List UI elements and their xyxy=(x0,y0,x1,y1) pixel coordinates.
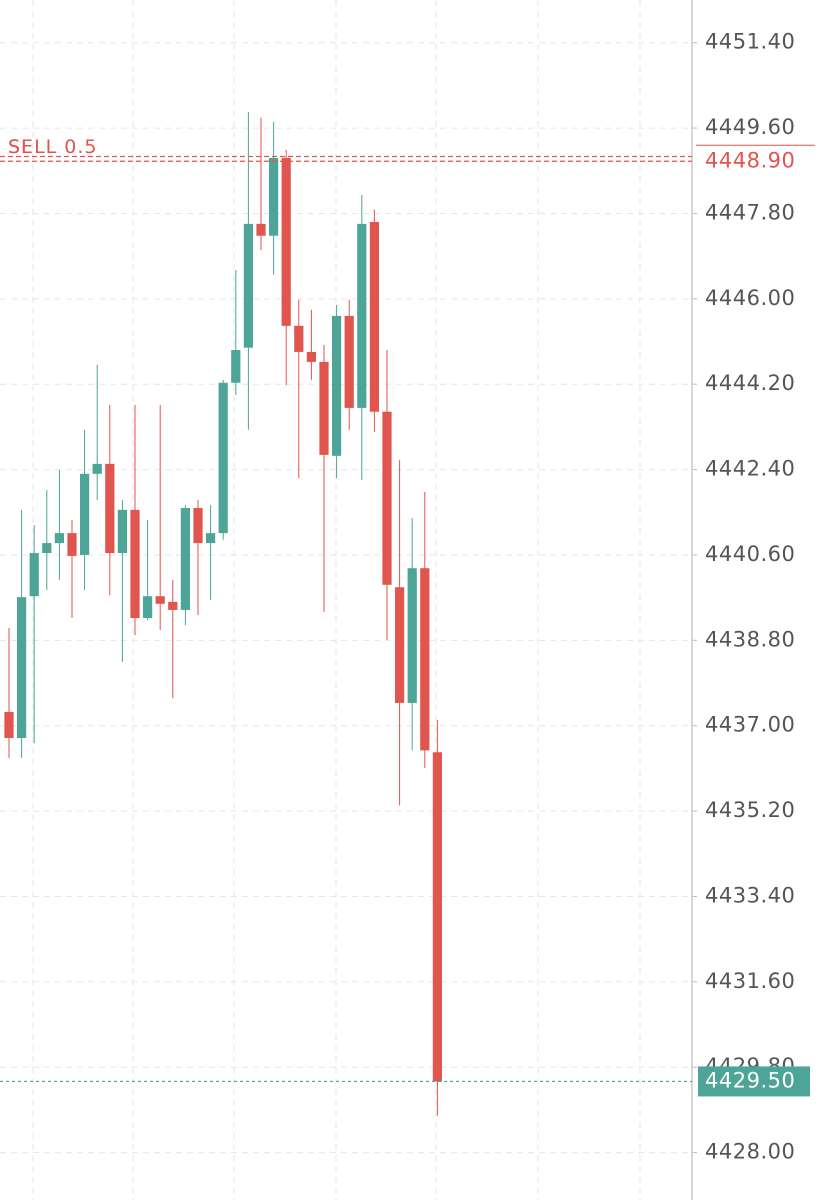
candle-body xyxy=(67,533,77,556)
candle-body xyxy=(218,382,228,534)
candle-body xyxy=(206,533,216,544)
y-tick-label: 4438.80 xyxy=(705,627,795,651)
candle-body xyxy=(407,568,417,703)
candle-body xyxy=(281,157,291,326)
candle-body xyxy=(269,157,279,236)
candle-body xyxy=(231,350,241,383)
candle-body xyxy=(395,587,405,703)
candle-body xyxy=(432,752,442,1082)
candle-body xyxy=(155,596,165,604)
order-price-label: 4448.90 xyxy=(705,148,795,172)
candle-body xyxy=(180,507,190,610)
order-label: SL xyxy=(8,136,33,158)
y-tick-label: 4440.60 xyxy=(705,542,795,566)
candle-body xyxy=(382,411,392,585)
y-tick-label: 4433.40 xyxy=(705,883,795,907)
candle-body xyxy=(29,553,39,597)
current-price-label: 4429.50 xyxy=(705,1068,795,1092)
candle-body xyxy=(319,361,329,455)
y-tick-label: 4431.60 xyxy=(705,969,795,993)
candle-body xyxy=(117,509,127,554)
y-tick-label: 4446.00 xyxy=(705,286,795,310)
candle-body xyxy=(243,223,253,348)
candle-body xyxy=(256,223,266,236)
y-tick-label: 4449.60 xyxy=(705,115,795,139)
candle-body xyxy=(54,533,64,544)
candle-body xyxy=(42,543,52,554)
candle-body xyxy=(168,601,178,610)
candle-body xyxy=(344,315,354,408)
candle-body xyxy=(306,351,316,362)
candle-body xyxy=(92,463,102,474)
y-tick-label: 4451.40 xyxy=(705,30,795,54)
y-tick-label: 4444.20 xyxy=(705,371,795,395)
candle-body xyxy=(130,509,140,619)
price-label-box xyxy=(698,1066,810,1097)
y-tick-label: 4442.40 xyxy=(705,457,795,481)
candle-body xyxy=(143,596,153,619)
candle-body xyxy=(357,223,367,408)
y-tick-label: 4447.80 xyxy=(705,200,795,224)
y-tick-label: 4428.00 xyxy=(705,1140,795,1164)
y-tick-label: 4435.20 xyxy=(705,798,795,822)
candle-body xyxy=(420,568,430,751)
candle-body xyxy=(80,473,90,555)
candle-body xyxy=(4,711,14,739)
candle-body xyxy=(17,597,27,739)
y-tick-label: 4437.00 xyxy=(705,713,795,737)
candle-body xyxy=(294,325,304,352)
order-label: SELL 0.5 xyxy=(8,136,98,158)
candle-body xyxy=(369,221,379,412)
candle-body xyxy=(105,463,115,554)
candle-body xyxy=(193,507,203,544)
candle-body xyxy=(332,315,342,456)
